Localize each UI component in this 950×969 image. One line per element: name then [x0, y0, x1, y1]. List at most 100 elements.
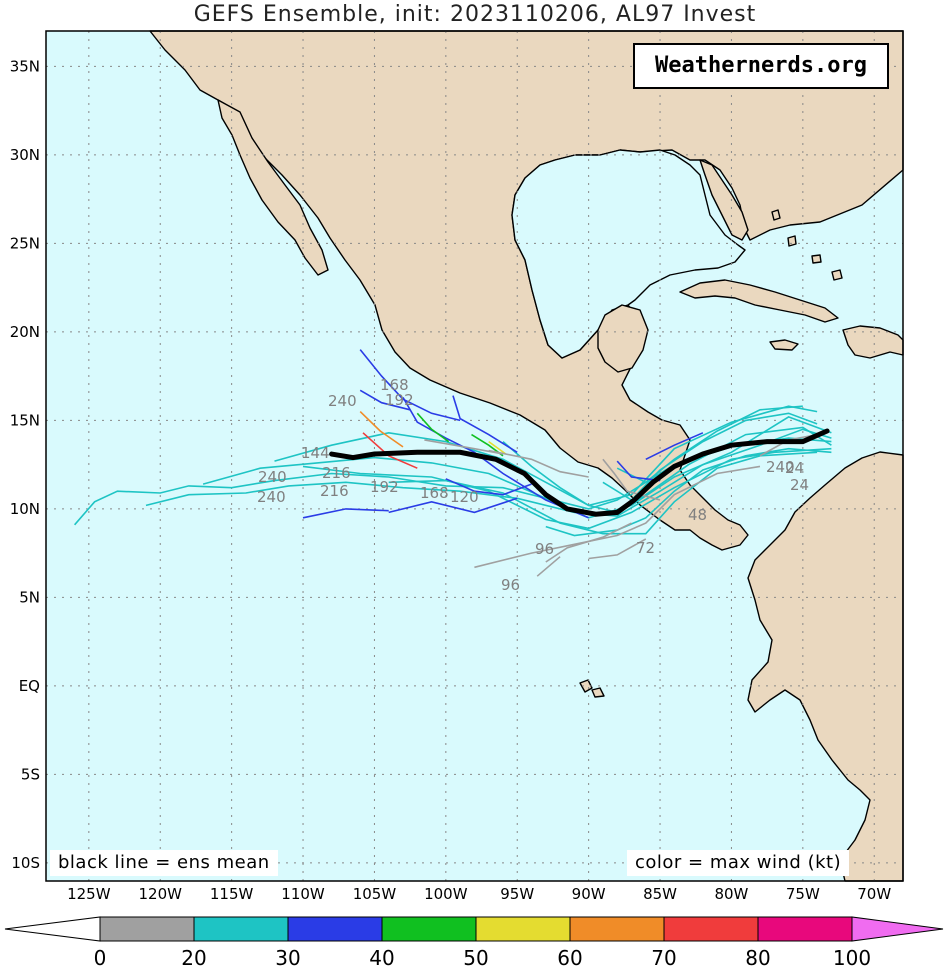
ensemble-track [359, 389, 411, 411]
hour-label: 48 [688, 506, 707, 524]
lon-tick-label: 105W [353, 885, 397, 903]
colorbar-high-arrow [851, 916, 944, 942]
ensemble-track [202, 416, 832, 519]
ensemble-track [645, 432, 704, 461]
lon-tick-label: 75W [786, 885, 820, 903]
map-frame [45, 30, 904, 882]
hour-label: 96 [535, 540, 554, 558]
lat-tick-label: 15N [10, 411, 40, 429]
lon-tick-label: 70W [857, 885, 891, 903]
land-masses [149, 30, 904, 882]
cuba [679, 279, 839, 323]
hour-label: 240 [257, 488, 286, 506]
hour-label: 240 [328, 392, 357, 410]
lat-tick-label: 5S [21, 765, 40, 783]
ensemble-track [359, 411, 404, 448]
ensemble-track [588, 538, 647, 560]
ensemble-track [388, 497, 518, 514]
colorbar-label: 50 [463, 946, 488, 969]
lon-axis: 125W 120W 115W 110W 105W 100W 95W 90W 85W 80W 75W 7… [67, 885, 891, 903]
hour-label: 216 [320, 482, 349, 500]
lat-tick-label: 35N [10, 57, 40, 75]
colorbar-segment [475, 916, 571, 942]
ens-mean-track [329, 428, 830, 517]
ensemble-track [424, 439, 504, 455]
hour-label: 144 [301, 444, 330, 462]
lat-tick-label: 10N [10, 500, 40, 518]
lon-tick-label: 120W [139, 885, 183, 903]
color-legend-note: color = max wind (kt) [627, 850, 850, 876]
colorbar-segment [99, 916, 195, 942]
hour-label: 240 [766, 458, 795, 476]
brand-label: Weathernerds.org [633, 43, 889, 89]
colorbar-segment [569, 916, 665, 942]
ensemble-track [302, 508, 389, 519]
ensemble-track [602, 458, 661, 501]
colorbar-label: 20 [181, 946, 206, 969]
colorbar-segment [757, 916, 853, 942]
lon-tick-label: 100W [424, 885, 468, 903]
hour-label: 192 [370, 478, 399, 496]
ensemble-track [474, 465, 761, 569]
ensemble-track [488, 440, 507, 455]
hour-label: 24 [785, 459, 804, 477]
lat-axis: 35N 30N 25N 20N 15N 10N 5N EQ 5S 10S [10, 57, 40, 872]
yucatan [597, 304, 649, 373]
hour-label: 120 [450, 488, 479, 506]
colorbar-label: 80 [745, 946, 770, 969]
south-america [747, 451, 904, 882]
bahamas [771, 209, 843, 281]
ensemble-track [536, 556, 561, 577]
colorbar-low-arrow [4, 916, 101, 942]
colorbar-segment [663, 916, 759, 942]
lon-tick-label: 85W [643, 885, 677, 903]
galapagos [579, 679, 605, 698]
hour-label: 192 [385, 391, 414, 409]
colorbar-label: 60 [557, 946, 582, 969]
hour-label: 24 [790, 476, 809, 494]
ensemble-track [359, 349, 461, 422]
hour-label: 72 [636, 539, 655, 557]
jamaica [769, 339, 799, 351]
ensemble-track [488, 449, 589, 478]
lon-tick-label: 80W [714, 885, 748, 903]
wind-colorbar: 0 20 30 40 50 60 70 80 100 [4, 916, 944, 969]
mean-legend-note: black line = ens mean [50, 850, 278, 876]
lat-tick-label: 20N [10, 323, 40, 341]
ensemble-track [545, 522, 632, 563]
lon-tick-label: 110W [281, 885, 325, 903]
ensemble-track [616, 405, 803, 484]
hour-label: 216 [322, 464, 351, 482]
colorbar-segment [381, 916, 477, 942]
map-title: GEFS Ensemble, init: 2023110206, AL97 In… [193, 2, 757, 27]
hour-label: 240 [258, 468, 287, 486]
colorbar-label: 100 [833, 946, 871, 969]
lon-tick-label: 125W [67, 885, 111, 903]
colorbar-label: 0 [94, 946, 107, 969]
ensemble-track [445, 478, 532, 496]
florida [699, 159, 749, 241]
colorbar-label: 30 [275, 946, 300, 969]
ensemble-track [402, 397, 589, 519]
colorbar-segment [193, 916, 289, 942]
lon-tick-label: 90W [572, 885, 606, 903]
lat-tick-label: EQ [19, 677, 40, 695]
ensemble-track [545, 447, 832, 537]
ensemble-track [302, 447, 832, 530]
colorbar-label: 40 [369, 946, 394, 969]
hour-label: 96 [501, 576, 520, 594]
hour-label: 168 [380, 376, 409, 394]
lon-tick-label: 95W [500, 885, 534, 903]
ensemble-track [416, 412, 450, 443]
ensemble-track [388, 451, 818, 535]
ensemble-track [452, 395, 518, 453]
lat-tick-label: 30N [10, 146, 40, 164]
colorbar-segment [287, 916, 383, 942]
hour-label: 168 [420, 484, 449, 502]
colorbar-label: 70 [651, 946, 676, 969]
lon-tick-label: 115W [210, 885, 254, 903]
ensemble-track [616, 460, 661, 482]
lat-tick-label: 10S [11, 854, 40, 872]
lat-tick-label: 5N [19, 588, 40, 606]
